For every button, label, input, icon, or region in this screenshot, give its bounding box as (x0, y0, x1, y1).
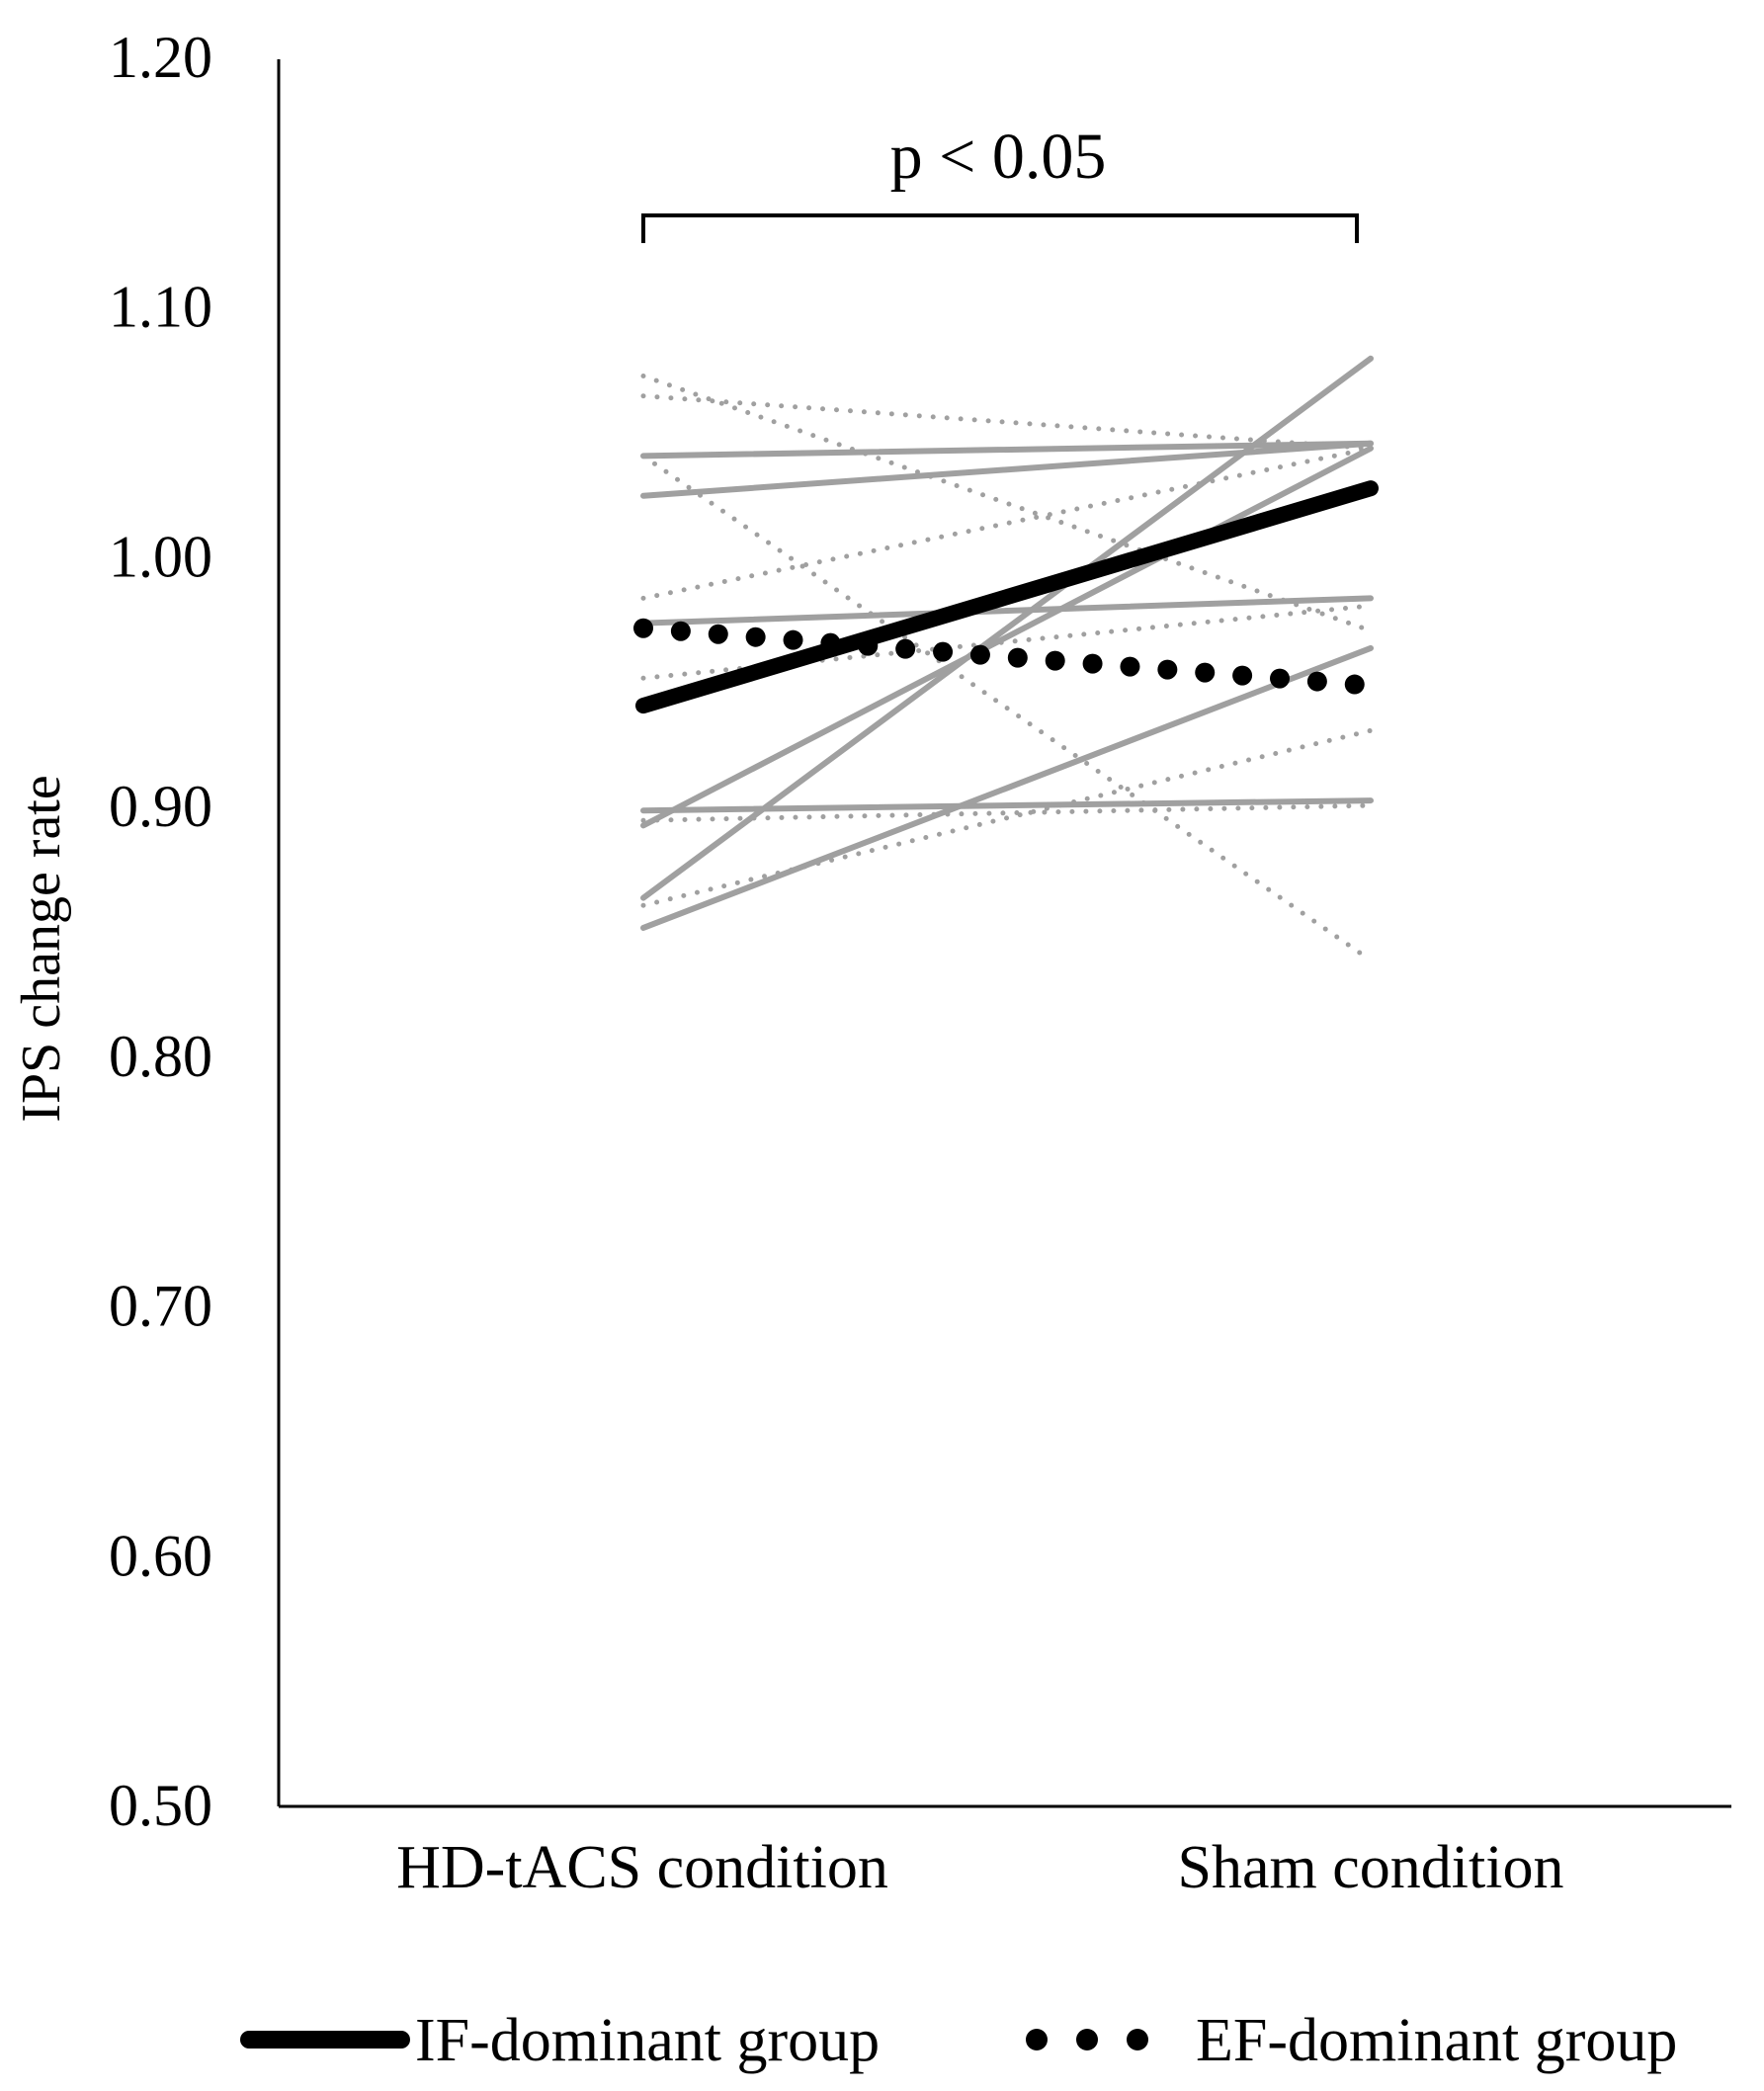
legend-label-if-dominant: IF-dominant group (415, 2007, 880, 2074)
x-tick-label-hd-tacs: HD-tACS condition (396, 1834, 888, 1901)
individual-line-ef (640, 603, 1374, 681)
individual-line-if (640, 595, 1374, 627)
y-tick-label: 0.70 (109, 1274, 212, 1339)
y-axis-title: IPS change rate (11, 775, 72, 1122)
individual-line-if (640, 797, 1374, 814)
y-tick-label: 0.50 (109, 1773, 212, 1838)
legend-dot-1 (1026, 2029, 1048, 2050)
significance-label: p < 0.05 (890, 121, 1107, 193)
individual-line-ef (640, 373, 1374, 633)
y-tick-label: 0.60 (109, 1523, 212, 1588)
individual-line-if (640, 445, 1374, 829)
individual-line-ef (640, 393, 1374, 452)
significance-bracket (641, 213, 1359, 243)
y-tick-label: 0.80 (109, 1024, 212, 1089)
individual-line-ef (640, 727, 1374, 908)
legend-dot-2 (1076, 2029, 1098, 2050)
individual-line-ef (640, 446, 1374, 601)
y-tick-label: 1.10 (109, 275, 212, 340)
y-tick-label: 1.20 (109, 25, 212, 90)
mean-line-if-dominant (635, 480, 1379, 714)
individual-line-if (640, 644, 1374, 931)
individual-lines (640, 355, 1374, 963)
legend-dot-3 (1127, 2029, 1148, 2050)
y-tick-label: 0.90 (109, 774, 212, 839)
mean-line-ef-dominant (633, 618, 1381, 696)
x-tick-label-sham: Sham condition (1178, 1834, 1564, 1901)
y-tick-labels: 0.50 0.60 0.70 0.80 0.90 1.00 1.10 1.20 (109, 25, 212, 1838)
y-tick-label: 1.00 (109, 524, 212, 589)
individual-line-if (640, 440, 1374, 499)
legend: IF-dominant group EF-dominant group (240, 2007, 1677, 2074)
group-mean-lines (633, 480, 1381, 714)
individual-line-ef (640, 453, 1374, 963)
legend-label-ef-dominant: EF-dominant group (1196, 2007, 1677, 2074)
